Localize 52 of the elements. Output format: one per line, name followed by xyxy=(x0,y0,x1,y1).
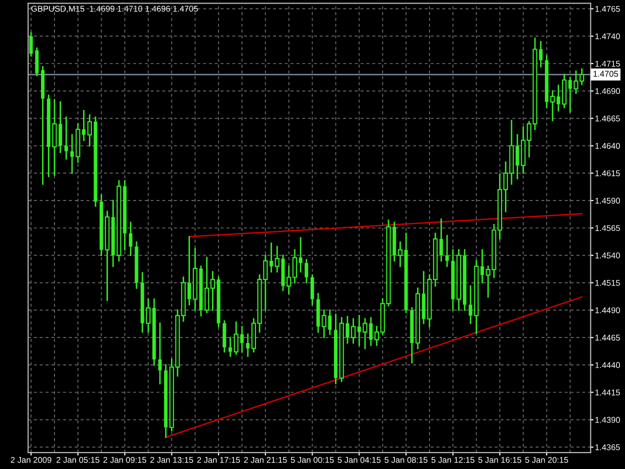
candlestick xyxy=(82,110,86,141)
x-tick-label: 2 Jan 09:15 xyxy=(103,456,146,463)
x-tick-label: 2 Jan 13:15 xyxy=(150,456,194,463)
x-tick-label: 5 Jan 12:15 xyxy=(431,456,474,463)
x-tick-label: 5 Jan 08:15 xyxy=(384,456,428,463)
candlestick xyxy=(188,236,192,306)
candlestick xyxy=(35,48,39,76)
ref-line-label: 1.4705 xyxy=(594,70,618,77)
y-tick-label: 1.4690 xyxy=(595,88,620,94)
candlestick xyxy=(158,322,162,384)
candlestick xyxy=(228,336,232,357)
candlestick xyxy=(445,234,449,267)
y-tick-label: 1.4565 xyxy=(595,225,620,232)
x-tick-label: 2 Jan 05:15 xyxy=(56,456,100,463)
candlestick xyxy=(398,241,403,267)
candlestick xyxy=(310,274,314,306)
candlestick xyxy=(304,259,308,284)
candlestick xyxy=(87,114,92,146)
candlestick xyxy=(29,32,33,57)
x-tick-label: 5 Jan 16:15 xyxy=(478,456,522,463)
y-tick-label: 1.4740 xyxy=(595,33,620,40)
y-tick-label: 1.4640 xyxy=(595,142,620,149)
y-tick-label: 1.4390 xyxy=(595,416,620,423)
y-tick-label: 1.4440 xyxy=(595,362,620,368)
chart-title: GBPUSD,M15 1.4699 1.4710 1.4696 1.4705 xyxy=(31,6,198,13)
candlestick xyxy=(128,222,132,256)
y-tick-label: 1.4715 xyxy=(595,60,620,67)
candlestick xyxy=(246,334,250,357)
candlestick xyxy=(439,218,443,262)
y-tick-label: 1.4415 xyxy=(595,390,620,396)
x-tick-label: 2 Jan 21:15 xyxy=(244,456,287,463)
y-tick-label: 1.4540 xyxy=(595,252,620,258)
x-tick-label: 2 Jan 17:15 xyxy=(197,456,240,463)
y-tick-label: 1.4515 xyxy=(595,280,620,286)
y-tick-label: 1.4465 xyxy=(595,334,620,341)
x-tick-label: 5 Jan 20:15 xyxy=(525,456,568,463)
y-tick-label: 1.4665 xyxy=(595,116,620,122)
y-tick-label: 1.4365 xyxy=(595,444,620,450)
x-tick-label: 5 Jan 00:15 xyxy=(290,456,334,463)
y-tick-label: 1.4765 xyxy=(595,6,620,12)
candlestick xyxy=(146,298,151,333)
candlestick xyxy=(480,249,484,284)
candlestick xyxy=(64,116,68,160)
candlestick xyxy=(298,237,302,272)
x-tick-label: 2 Jan 2009 xyxy=(10,456,52,463)
y-tick-label: 1.4490 xyxy=(595,307,620,314)
candlestick xyxy=(270,242,274,272)
y-tick-label: 1.4590 xyxy=(595,198,620,204)
candlestick xyxy=(351,318,356,344)
candlestick xyxy=(274,246,280,272)
x-tick-label: 5 Jan 04:15 xyxy=(338,456,381,463)
y-tick-label: 1.4615 xyxy=(595,170,620,176)
